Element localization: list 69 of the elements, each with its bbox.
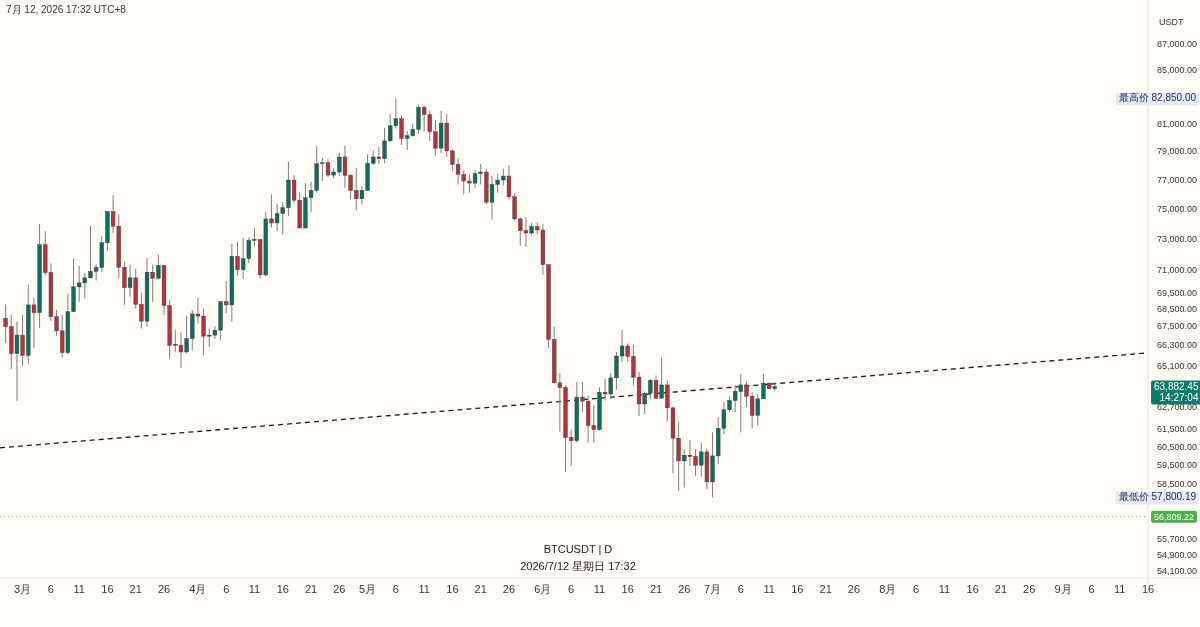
x-tick-label: 6 <box>1088 583 1095 595</box>
y-tick-label: 54,100.00 <box>1157 565 1198 576</box>
x-tick-label: 26 <box>333 583 346 595</box>
y-tick-label: 65,100.00 <box>1157 360 1198 371</box>
y-tick-label: 71,000.00 <box>1157 264 1198 275</box>
x-tick-label: 16 <box>101 583 114 595</box>
x-tick-label: 26 <box>502 583 516 595</box>
x-tick-label: 16 <box>621 583 634 595</box>
x-tick-label: 11 <box>1114 583 1126 595</box>
x-tick-label: 16 <box>791 583 804 595</box>
y-tick-label: 60,500.00 <box>1157 441 1198 452</box>
y-tick-label: 81,000.00 <box>1157 118 1198 129</box>
y-tick-label: 87,000.00 <box>1157 39 1198 50</box>
x-tick-label: 21 <box>649 583 663 595</box>
x-tick-label: 8月 <box>879 583 897 595</box>
y-tick-label: 67,500.00 <box>1157 320 1198 331</box>
x-tick-label: 5月 <box>359 583 377 595</box>
y-tick-label: 75,000.00 <box>1157 203 1198 214</box>
y-tick-label: 58,500.00 <box>1157 479 1198 490</box>
x-tick-label: 21 <box>994 583 1008 595</box>
ref-line-label: 56,809.22 <box>1154 511 1195 522</box>
x-tick-label: 16 <box>446 583 459 595</box>
x-tick-label: 6 <box>913 583 920 595</box>
x-tick-label: 21 <box>819 583 832 595</box>
text: BTCUSDT | D <box>543 543 613 555</box>
x-tick-label: 7月 <box>703 583 722 595</box>
x-tick-label: 11 <box>248 583 261 595</box>
x-tick-label: 11 <box>593 583 606 595</box>
annotation: 7月 12, 2026 17:32 UTC+8 <box>6 4 127 15</box>
x-tick-label: 26 <box>847 583 861 595</box>
y-tick-label: 73,000.00 <box>1157 233 1198 244</box>
x-tick-label: 3月 <box>14 583 32 595</box>
x-tick-label: 26 <box>1023 583 1036 595</box>
x-tick-label: 26 <box>678 583 691 595</box>
x-tick-label: 6 <box>392 583 399 595</box>
y-axis-title: USDT <box>1159 17 1184 27</box>
y-tick-label: 59,500.00 <box>1157 460 1198 471</box>
y-tick-label: 79,000.00 <box>1157 146 1198 157</box>
x-tick-label: 21 <box>304 583 318 595</box>
x-tick-label: 4月 <box>189 583 207 595</box>
annotation: 最高价 82,850.00 <box>1118 92 1197 104</box>
text: 63,882.45 14:27:04 <box>1154 380 1199 403</box>
y-tick-label: 61,500.00 <box>1157 423 1198 434</box>
y-tick-label: 77,000.00 <box>1157 174 1198 185</box>
x-tick-label: 9月 <box>1054 583 1072 595</box>
x-tick-label: 6 <box>568 583 575 595</box>
y-tick-label: 66,300.00 <box>1157 340 1198 351</box>
y-tick-label: 68,500.00 <box>1157 304 1198 315</box>
x-tick-label: 6 <box>47 583 54 595</box>
x-tick-label: 21 <box>474 583 487 595</box>
y-tick-label: 55,700.00 <box>1157 533 1198 544</box>
x-tick-label: 16 <box>1141 583 1155 595</box>
x-tick-label: 11 <box>418 583 430 595</box>
x-tick-label: 6 <box>737 583 744 595</box>
x-tick-label: 16 <box>966 583 979 595</box>
y-tick-label: 85,000.00 <box>1157 65 1198 76</box>
text: 2026/7/12 星期日 17:32 <box>520 560 636 572</box>
y-tick-label: 62,700.00 <box>1157 402 1198 413</box>
x-tick-label: 11 <box>763 583 775 595</box>
y-tick-label: 69,500.00 <box>1157 288 1198 299</box>
x-tick-label: 16 <box>276 583 289 595</box>
x-tick-label: 21 <box>129 583 142 595</box>
x-tick-label: 6 <box>223 583 230 595</box>
annotation: 最低价 57,800.19 <box>1118 491 1197 503</box>
x-tick-label: 6月 <box>534 583 552 595</box>
x-tick-label: 26 <box>157 583 171 595</box>
x-tick-label: 11 <box>938 583 951 595</box>
x-tick-label: 11 <box>73 583 85 595</box>
y-tick-label: 54,900.00 <box>1157 549 1198 560</box>
